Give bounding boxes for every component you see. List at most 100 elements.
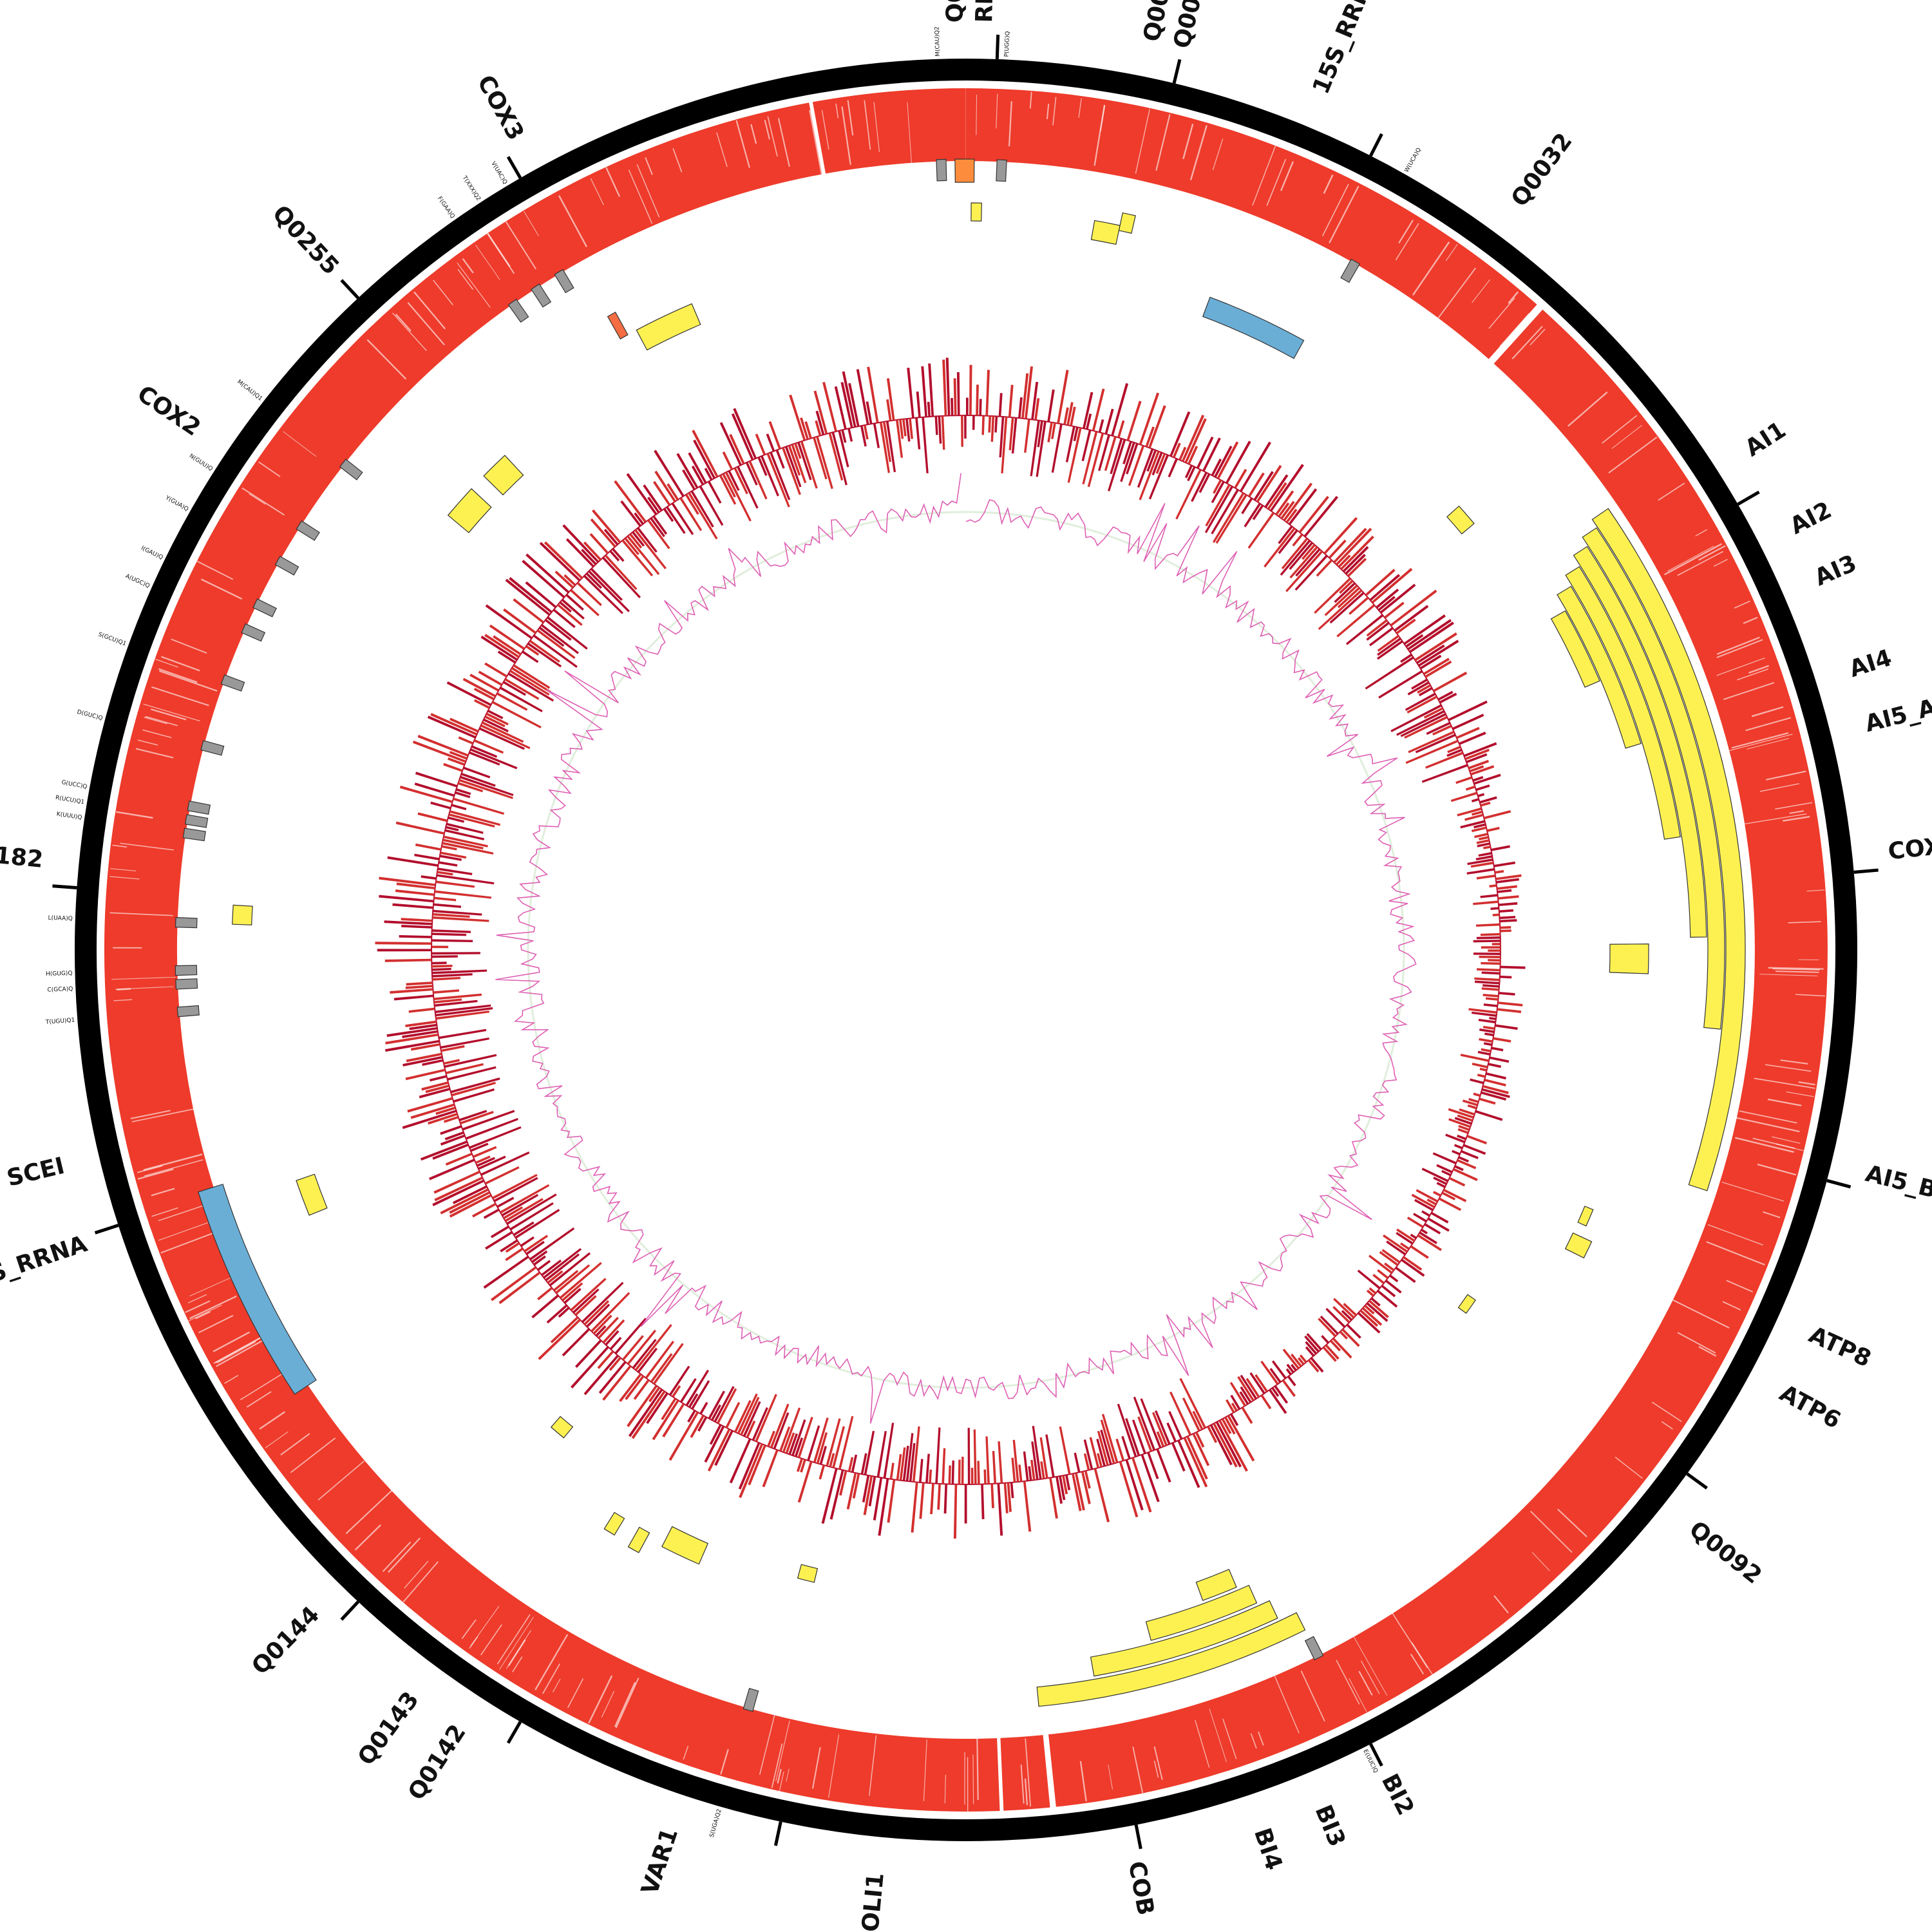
track-bar [1337,587,1360,609]
track-bar [1477,793,1485,797]
track-bar [863,424,869,440]
coverage-dip [1530,328,1546,346]
track-bar [916,391,921,418]
track-bar [650,1353,673,1383]
track-bar [395,821,445,835]
coverage-dip [775,1720,790,1781]
track-bar [1381,1285,1396,1298]
track-bar [1140,1398,1162,1448]
coverage-dip [505,221,536,270]
track-bar [1329,1340,1341,1352]
track-bar [1463,1144,1486,1155]
track-bar [1480,933,1501,936]
track-bar [431,933,467,936]
track-bar [1390,589,1437,627]
coverage-dip [158,668,198,683]
track-bar [497,1197,515,1208]
track-bar [1485,997,1499,1001]
track-bar [1031,1441,1039,1480]
track-bar [431,929,471,933]
rrna-15s-block [1202,296,1305,359]
coverage-dip [590,178,604,205]
coverage-dip [1672,1299,1730,1329]
track-bar [1368,1255,1393,1274]
coverage-dip [907,102,913,171]
track-bar [1441,1170,1452,1177]
track-bar [487,710,504,719]
gene-label: RPM1 [971,0,999,23]
coverage-dip [159,670,218,692]
coverage-dip [143,1153,203,1171]
track-bar [925,1454,930,1483]
coverage-dip [366,339,407,380]
track-bar [1056,1476,1063,1504]
track-bar [773,1412,790,1450]
trna-label: T(XXX)Q2 [460,175,482,202]
track-bar [768,421,781,450]
trna-marker [296,520,320,541]
coverage-dip [1766,770,1806,781]
gene-tick [1369,133,1383,156]
track-bar [1045,1434,1055,1478]
track-bar [1023,1481,1032,1532]
track-bar [1316,559,1333,577]
track-bar [709,1424,722,1445]
track-bar [1378,596,1396,611]
track-bar [1479,1097,1496,1105]
track-bar [405,985,433,989]
track-bar [460,772,496,787]
track-bar [444,1131,464,1141]
coverage-dip [614,1681,636,1727]
track-bar [576,582,602,607]
track-bar [862,1475,870,1502]
track-bar [1447,746,1461,753]
track-bar [1023,1451,1029,1481]
track-bar [652,1343,684,1385]
track-bar [478,1155,506,1170]
track-bar [1175,469,1202,520]
track-bar [443,762,463,772]
track-bar [846,1472,857,1510]
track-bar [502,681,526,696]
track-bar [887,1479,896,1523]
track-bar [770,451,791,500]
track-bar [549,1252,591,1287]
coverage-dip [1135,109,1150,174]
track-bar [540,624,579,654]
track-bar [559,601,572,613]
track-bar [729,1438,752,1484]
track-bar [503,608,536,634]
track-bar [395,889,435,896]
coverage-dip [407,302,445,346]
coverage-dip [1321,184,1349,237]
intron-block [1573,545,1707,938]
track-bar [475,1155,491,1164]
track-bar [509,670,550,696]
track-bar [1213,1423,1238,1468]
track-bar [460,1111,494,1124]
track-bar [1432,724,1452,736]
track-bar [624,537,639,556]
gene-label: BI2 [1376,1770,1419,1819]
trna-label: H(GUG)Q [46,971,73,978]
track-bar [1211,480,1225,504]
track-bar [1458,1124,1470,1132]
track-bar [484,1166,520,1185]
track-bar [558,1307,570,1318]
genome-ideogram [75,59,1857,1841]
coverage-dip [720,1749,729,1775]
track-bar [964,1484,967,1524]
track-bar [1426,721,1451,735]
track-bar [800,417,809,440]
track-bar [652,480,671,506]
track-bar [1491,845,1510,851]
coverage-dip [1078,98,1082,118]
track-bar [1274,1385,1289,1404]
track-bar [733,408,757,459]
track-bar [445,1063,484,1075]
coverage-dip [151,686,209,706]
track-bar [557,603,583,626]
track-bar [589,533,609,554]
track-bar [1170,1391,1192,1436]
track-bar [1415,734,1456,753]
